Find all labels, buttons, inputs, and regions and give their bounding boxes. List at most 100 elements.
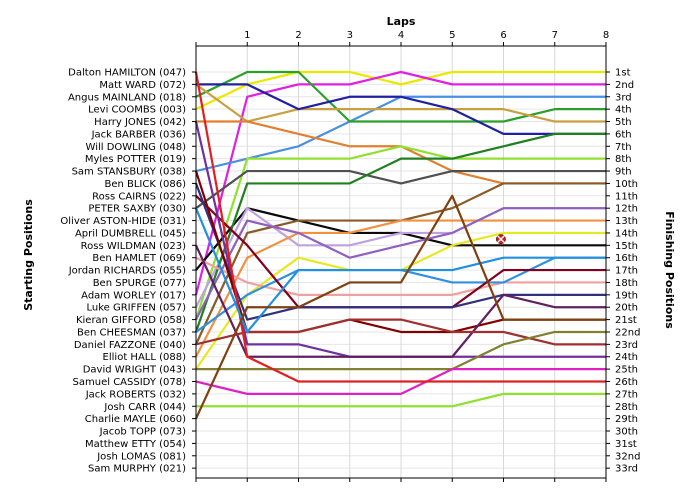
finishing-position-labels: 1st2nd3rd4th5th6th7th8th9th10th11th12th1… (615, 68, 640, 475)
driver-label: Ross WILDMAN (023) (81, 241, 186, 252)
finishing-label: 29th (615, 414, 638, 425)
lap-tick-label: 7 (552, 30, 558, 41)
chart-title: Laps (387, 15, 416, 28)
crash-marker (496, 234, 506, 245)
lap-tick-label: 8 (603, 30, 609, 41)
series-layer (194, 70, 606, 420)
axes (192, 42, 610, 482)
driver-label: David WRIGHT (043) (83, 365, 186, 376)
driver-label: Samuel CASSIDY (078) (73, 377, 187, 388)
driver-label: Levi COOMBS (003) (88, 105, 186, 116)
finishing-label: 10th (615, 179, 638, 190)
y-axis-label-left: Starting Positions (22, 199, 35, 311)
driver-label: Oliver ASTON-HIDE (031) (60, 216, 186, 227)
driver-label: Ben HAMLET (069) (92, 253, 186, 264)
finishing-label: 3rd (615, 92, 632, 103)
finishing-label: 1st (615, 68, 631, 79)
lap-tick-labels: 1 2 3 4 5 6 7 8 (244, 30, 609, 41)
driver-series-line (196, 83, 606, 135)
finishing-label: 5th (615, 117, 632, 128)
driver-label: Myles POTTER (019) (85, 154, 186, 165)
lap-tick-label: 4 (398, 30, 404, 41)
finishing-label: 9th (615, 167, 632, 178)
finishing-label: 28th (615, 402, 638, 413)
driver-label: Ross CAIRNS (022) (92, 191, 186, 202)
finishing-label: 26th (615, 377, 638, 388)
driver-label: Harry JONES (042) (94, 117, 186, 128)
finishing-label: 23rd (615, 340, 638, 351)
driver-label: Adam WORLEY (017) (81, 290, 186, 301)
driver-series-line (195, 70, 606, 111)
finishing-label: 22nd (615, 327, 640, 338)
finishing-label: 12th (615, 204, 638, 215)
driver-series-line (194, 145, 606, 320)
marker-layer (496, 234, 506, 245)
finishing-label: 8th (615, 154, 632, 165)
driver-label: Will DOWLING (048) (86, 142, 187, 153)
lap-tick-label: 3 (347, 30, 353, 41)
driver-label: PETER SAXBY (030) (88, 204, 186, 215)
driver-series-line (195, 219, 606, 358)
finishing-label: 6th (615, 129, 632, 140)
driver-series-line (196, 392, 606, 408)
driver-series-line (195, 244, 606, 358)
finishing-label: 30th (615, 427, 638, 438)
finishing-label: 20th (615, 303, 638, 314)
driver-series-line (194, 71, 606, 383)
y-axis-label-right: Finishing Positions (663, 211, 676, 329)
driver-series-line (194, 183, 606, 321)
driver-label: Charlie MAYLE (060) (85, 414, 186, 425)
driver-label: Angus MAINLAND (018) (68, 92, 186, 103)
finishing-label: 2nd (615, 80, 634, 91)
driver-label: April DUMBRELL (045) (75, 228, 186, 239)
finishing-label: 24th (615, 352, 638, 363)
driver-series-line (195, 169, 606, 210)
driver-series-line (195, 318, 606, 346)
driver-label: Ben BLICK (086) (104, 179, 186, 190)
starting-position-labels: Dalton HAMILTON (047)Matt WARD (072)Angu… (60, 68, 186, 475)
finishing-label: 4th (615, 105, 632, 116)
driver-series-line (195, 83, 606, 123)
driver-label: Josh LOMAS (081) (96, 451, 186, 462)
finishing-label: 25th (615, 365, 638, 376)
driver-label: Sam MURPHY (021) (88, 464, 186, 475)
finishing-label: 27th (615, 389, 638, 400)
driver-series-line (195, 368, 606, 395)
driver-label: Kieran GIFFORD (058) (76, 315, 186, 326)
finishing-label: 13th (615, 216, 638, 227)
finishing-label: 31st (615, 439, 637, 450)
driver-label: Sam STANSBURY (038) (72, 167, 187, 178)
finishing-label: 17th (615, 266, 638, 277)
finishing-label: 32nd (615, 451, 640, 462)
lap-tick-label: 6 (500, 30, 506, 41)
finishing-label: 19th (615, 290, 638, 301)
driver-series-line (194, 207, 606, 334)
finishing-label: 15th (615, 241, 638, 252)
driver-label: Jack BARBER (036) (91, 129, 186, 140)
finishing-label: 7th (615, 142, 632, 153)
driver-label: Luke GRIFFEN (057) (86, 303, 186, 314)
finishing-label: 11th (615, 191, 638, 202)
driver-label: Jordan RICHARDS (055) (68, 266, 186, 277)
lap-tick-label: 5 (449, 30, 455, 41)
driver-series-line (195, 70, 606, 123)
driver-label: Jack ROBERTS (032) (85, 389, 186, 400)
driver-label: Elliot HALL (088) (103, 352, 187, 363)
finishing-label: 18th (615, 278, 638, 289)
finishing-label: 14th (615, 228, 638, 239)
finishing-label: 16th (615, 253, 638, 264)
driver-label: Ben SPURGE (077) (93, 278, 186, 289)
driver-series-line (196, 330, 606, 371)
lap-tick-label: 2 (295, 30, 301, 41)
finishing-label: 21st (615, 315, 637, 326)
lap-tick-label: 1 (244, 30, 250, 41)
driver-label: Matthew ETTY (054) (85, 439, 186, 450)
driver-label: Josh CARR (044) (103, 402, 186, 413)
driver-series-line (194, 132, 606, 333)
driver-series-line (195, 207, 606, 321)
driver-label: Jacob TOPP (073) (99, 427, 186, 438)
driver-series-line (195, 194, 606, 420)
finishing-label: 33rd (615, 464, 638, 475)
driver-label: Ben CHEESMAN (037) (77, 327, 186, 338)
driver-label: Matt WARD (072) (99, 80, 186, 91)
